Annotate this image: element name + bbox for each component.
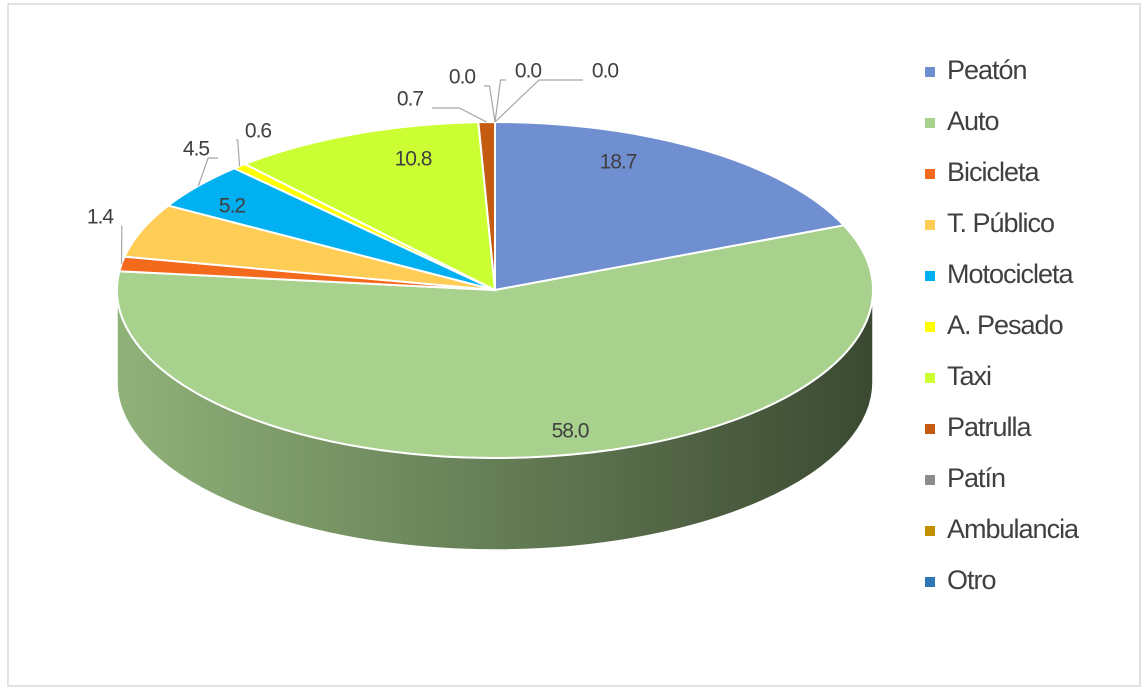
pie-slice: [242, 121, 497, 292]
legend-swatch: [925, 220, 935, 230]
leader-line: [494, 79, 506, 123]
pie-slice: [116, 224, 874, 459]
legend-label: Auto: [947, 106, 999, 136]
leader-line: [236, 139, 241, 167]
pie-slice: [494, 120, 846, 292]
leader-line: [494, 79, 583, 123]
legend-label: Motocicleta: [947, 259, 1075, 289]
data-label: 0.7: [397, 88, 424, 111]
data-label: 18.7: [600, 151, 637, 174]
legend-swatch: [925, 577, 935, 587]
legend-swatch: [925, 526, 935, 536]
legend-label: A. Pesado: [947, 310, 1063, 340]
legend-swatch: [925, 67, 935, 77]
data-label: 4.5: [183, 138, 210, 161]
pie-tops: [116, 120, 874, 459]
data-label: 10.8: [395, 148, 432, 171]
data-label: 0.6: [245, 120, 272, 143]
legend-label: Taxi: [947, 361, 991, 391]
leader-line: [197, 157, 218, 187]
legend-label: Otro: [947, 565, 996, 595]
legend-swatch: [925, 322, 935, 332]
data-label: 0.0: [592, 60, 619, 83]
legend-label: T. Público: [947, 208, 1054, 238]
legend-swatch: [925, 118, 935, 128]
legend-label: Patrulla: [947, 412, 1033, 442]
legend-label: Bicicleta: [947, 157, 1041, 187]
legend-label: Patín: [947, 463, 1005, 493]
legend-label: Ambulancia: [947, 514, 1080, 544]
data-label: 0.0: [515, 60, 542, 83]
data-label: 1.4: [87, 206, 115, 229]
data-label: 5.2: [219, 195, 246, 218]
legend-swatch: [925, 169, 935, 179]
legend-swatch: [925, 373, 935, 383]
legend-swatch: [925, 271, 935, 281]
data-label: 0.0: [449, 66, 476, 89]
data-label: 58.0: [552, 420, 589, 443]
leader-line: [484, 85, 496, 123]
legend-label: Peatón: [947, 55, 1027, 85]
leader-line: [432, 107, 487, 123]
legend-swatch: [925, 475, 935, 485]
legend-swatch: [925, 424, 935, 434]
